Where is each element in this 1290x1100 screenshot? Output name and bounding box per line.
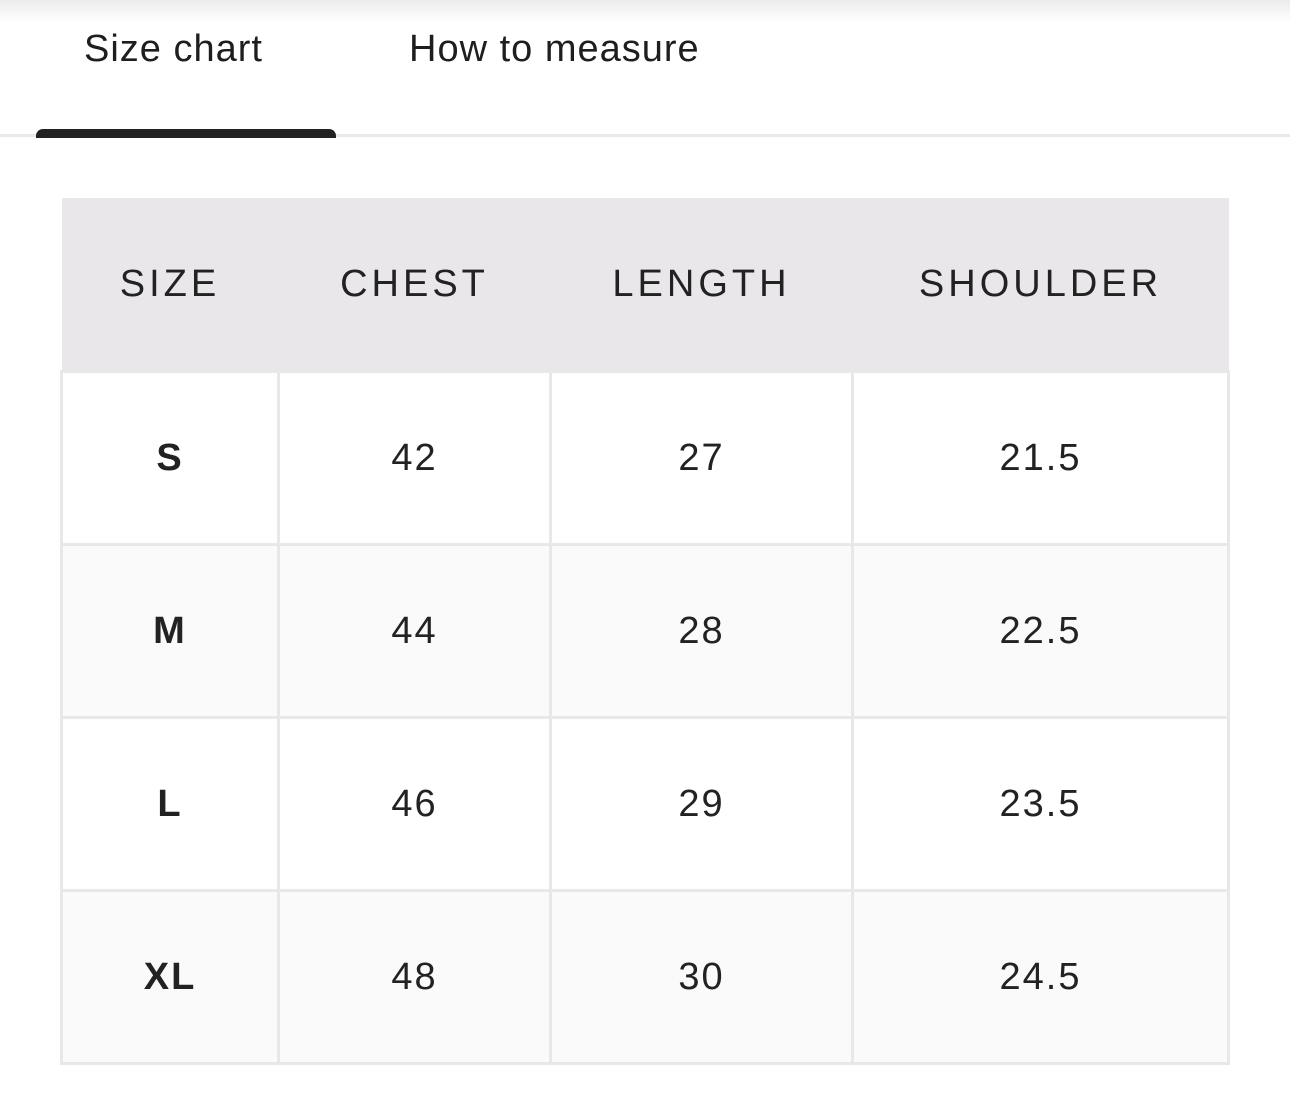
cell-shoulder: 24.5 [851, 889, 1230, 1065]
cell-length: 29 [549, 716, 854, 892]
tab-bar: Size chart How to measure [0, 0, 1290, 138]
cell-chest: 48 [277, 889, 552, 1065]
cell-size: XL [60, 889, 280, 1065]
top-shadow [0, 0, 1290, 22]
cell-length: 27 [549, 370, 854, 546]
tab-how-to-measure[interactable]: How to measure [409, 28, 700, 70]
cell-shoulder: 23.5 [851, 716, 1230, 892]
table-row: L 46 29 23.5 [60, 716, 1230, 892]
cell-length: 30 [549, 889, 854, 1065]
cell-size: S [60, 370, 280, 546]
size-chart-table: SIZE CHEST LENGTH SHOULDER S 42 27 21.5 … [60, 198, 1230, 1065]
header-length: LENGTH [550, 198, 853, 372]
table-row: S 42 27 21.5 [60, 370, 1230, 546]
active-tab-indicator [36, 129, 336, 138]
header-shoulder: SHOULDER [852, 198, 1229, 372]
header-chest: CHEST [278, 198, 551, 372]
cell-shoulder: 22.5 [851, 543, 1230, 719]
header-size: SIZE [61, 198, 279, 372]
cell-chest: 42 [277, 370, 552, 546]
table-row: XL 48 30 24.5 [60, 889, 1230, 1065]
cell-chest: 46 [277, 716, 552, 892]
table-row: M 44 28 22.5 [60, 543, 1230, 719]
cell-size: L [60, 716, 280, 892]
table-header-row: SIZE CHEST LENGTH SHOULDER [61, 198, 1229, 372]
tab-divider [0, 134, 1290, 137]
cell-length: 28 [549, 543, 854, 719]
cell-size: M [60, 543, 280, 719]
tab-size-chart[interactable]: Size chart [84, 28, 263, 70]
cell-shoulder: 21.5 [851, 370, 1230, 546]
cell-chest: 44 [277, 543, 552, 719]
